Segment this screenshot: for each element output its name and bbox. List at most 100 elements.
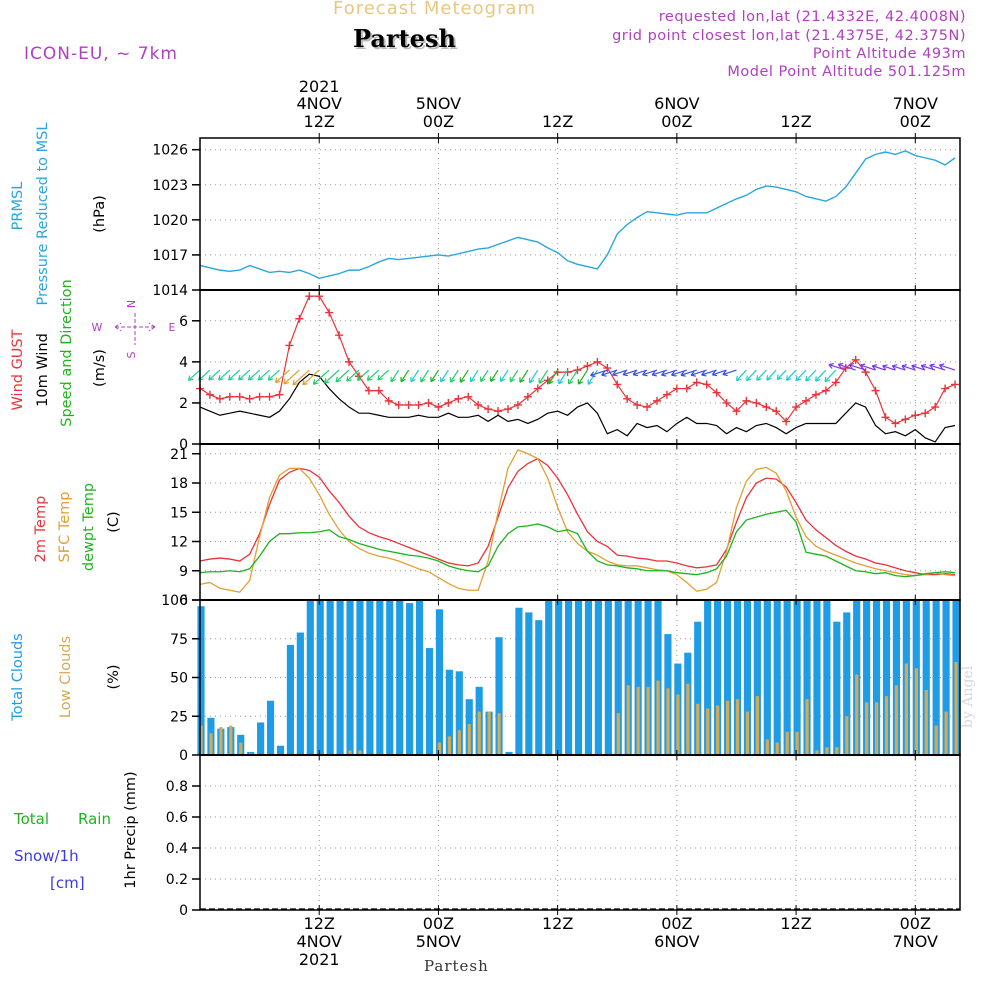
total-clouds-label: Total Clouds: [10, 633, 26, 721]
wind-direction-arrow: [901, 364, 916, 371]
total-cloud-bar: [336, 600, 344, 755]
wind-gust-marker: [325, 308, 334, 317]
wind-gust-marker: [891, 419, 900, 428]
top-axis-hour-label: 00Z: [661, 112, 692, 131]
top-axis-hour-label: 00Z: [900, 112, 931, 131]
total-cloud-bar: [306, 600, 314, 755]
prmsl-line: [199, 150, 956, 280]
total-cloud-bar: [843, 612, 851, 755]
wind-direction-arrow: [711, 369, 727, 377]
bottom-axis-hour-label: 00Z: [423, 914, 454, 933]
wind-gust-marker: [205, 390, 214, 399]
top-axis-hour-label: 12Z: [542, 112, 573, 131]
low-cloud-bar: [825, 747, 829, 755]
total-cloud-bar: [406, 603, 414, 755]
wind-gust-marker: [851, 355, 860, 364]
sfc-temp-line: [199, 449, 956, 593]
wind-direction-arrow: [558, 369, 569, 385]
low-cloud-bar: [884, 696, 889, 755]
temp-unit-label: (C): [106, 511, 122, 532]
top-axis-date-label: 6NOV: [654, 94, 699, 113]
wind-gust-marker: [414, 400, 423, 409]
low-cloud-bar: [924, 689, 928, 755]
total-cloud-bar: [346, 600, 354, 755]
wind-10m-label: 10m Wind: [35, 333, 51, 407]
total-cloud-bar: [803, 600, 811, 755]
total-cloud-bar: [882, 600, 891, 755]
precip-total-label: Total: [13, 810, 49, 828]
compass-n-label: N: [125, 300, 138, 308]
model-point-altitude: Model Point Altitude 501.125m: [727, 64, 966, 80]
compass-arrows: [114, 313, 156, 345]
wind-gust-marker: [901, 415, 910, 424]
total-cloud-bar: [723, 600, 732, 755]
total-cloud-bar: [266, 700, 275, 755]
wind-gust-marker: [782, 417, 791, 426]
top-axis-date-label: 4NOV: [297, 94, 342, 113]
wind-gust-marker: [792, 403, 801, 412]
wind-gust-marker: [285, 341, 294, 350]
wind-gust-marker: [474, 400, 483, 409]
temp-ytick-label: 18: [170, 476, 188, 492]
wind-direction-arrow: [587, 369, 598, 385]
wind-direction-arrow: [509, 369, 519, 383]
wind-gust-marker: [672, 384, 681, 393]
wind-direction-arrow: [824, 369, 837, 383]
bottom-axis-date-label: 7NOV: [893, 932, 938, 951]
wind-gust-marker: [593, 357, 602, 366]
wind-direction-arrow: [785, 369, 797, 381]
low-cloud-bar: [725, 700, 730, 755]
total-cloud-bar: [604, 600, 612, 755]
wind-direction-arrow: [519, 369, 529, 383]
wind-direction-arrow: [848, 363, 866, 371]
wind-direction-arrow: [577, 369, 588, 385]
wind-direction-arrow: [567, 369, 579, 385]
wind-gust-marker: [523, 392, 532, 401]
total-cloud-bar: [197, 606, 205, 755]
wind-gust-marker: [692, 378, 701, 387]
wind-direction-arrow: [410, 369, 420, 383]
wind-gust-marker: [881, 413, 890, 422]
wind-direction-arrow: [449, 369, 459, 383]
total-cloud-bar: [714, 600, 722, 755]
wind-direction-arrow: [805, 369, 817, 382]
low-cloud-bar: [855, 674, 859, 755]
wind-gust-marker: [444, 398, 453, 407]
total-cloud-bar: [535, 620, 543, 755]
precip-cm-label: [cm]: [50, 874, 85, 892]
total-cloud-bar: [863, 600, 871, 755]
low-cloud-bar: [696, 703, 700, 755]
low-cloud-bar: [626, 685, 630, 755]
wind-gust-marker: [871, 386, 880, 395]
total-cloud-bar: [435, 609, 444, 755]
low-cloud-bar: [199, 725, 203, 755]
total-cloud-bar: [574, 600, 583, 755]
low-cloud-bar: [497, 713, 501, 755]
low-cloud-bar: [934, 725, 938, 755]
low-cloud-bar: [447, 736, 452, 755]
wind-direction-arrow: [459, 369, 469, 383]
wind-ytick-label: 2: [179, 396, 188, 412]
wind-direction-arrow: [680, 369, 697, 377]
wind-direction-arrow: [828, 363, 846, 371]
total-cloud-bar: [773, 600, 781, 755]
low-cloud-bar: [755, 696, 759, 755]
low-cloud-bar: [865, 702, 869, 755]
precip-snow-label: Snow/1h: [14, 847, 79, 865]
low-clouds-label: Low Clouds: [58, 636, 74, 718]
wind-gust-marker: [345, 357, 354, 366]
wind-gust-marker: [374, 386, 383, 395]
pressure-panel-frame: [199, 137, 961, 291]
low-cloud-bar: [874, 702, 879, 755]
low-cloud-bar: [656, 680, 660, 755]
pressure-ytick-label: 1020: [152, 213, 188, 229]
wind-ytick-label: 4: [179, 355, 188, 371]
wind-direction-arrow: [469, 369, 479, 383]
total-cloud-bar: [813, 600, 821, 755]
wind-direction-arrow: [346, 369, 360, 382]
wind-gust-marker: [623, 394, 632, 403]
top-axis-hour-label: 12Z: [780, 112, 811, 131]
low-cloud-bar: [239, 742, 243, 755]
bottom-axis-date-label: 6NOV: [654, 932, 699, 951]
